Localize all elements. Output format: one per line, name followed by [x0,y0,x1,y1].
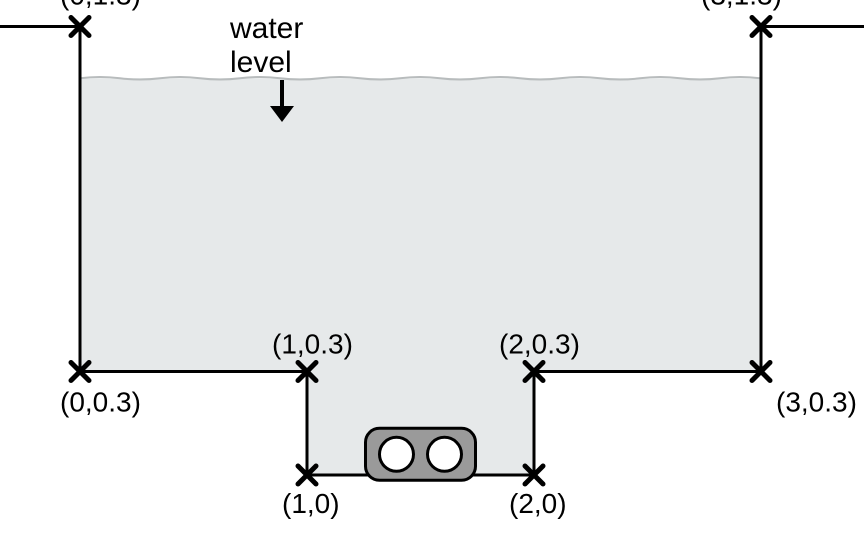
label-p00_03: (0,0.3) [60,387,141,418]
label-p10_00: (1,0) [282,488,340,519]
rov-icon [366,428,476,480]
water-region [80,78,761,475]
label-p30_13: (3,1.3) [701,0,782,11]
water-level-label-line1: water [229,12,303,45]
rov-port-right [428,437,462,471]
label-p10_03: (1,0.3) [272,329,353,360]
label-p20_03: (2,0.3) [499,329,580,360]
label-p00_13: (0,1.3) [60,0,141,11]
tank-diagram: (0,1.3) (3,1.3) (0,0.3) (1,0.3) (2,0.3) (3,0.… [0,0,864,542]
label-p30_03: (3,0.3) [776,387,857,418]
rov-port-left [380,437,414,471]
label-p20_00: (2,0) [509,488,567,519]
water-level-label-line2: level [230,46,292,79]
